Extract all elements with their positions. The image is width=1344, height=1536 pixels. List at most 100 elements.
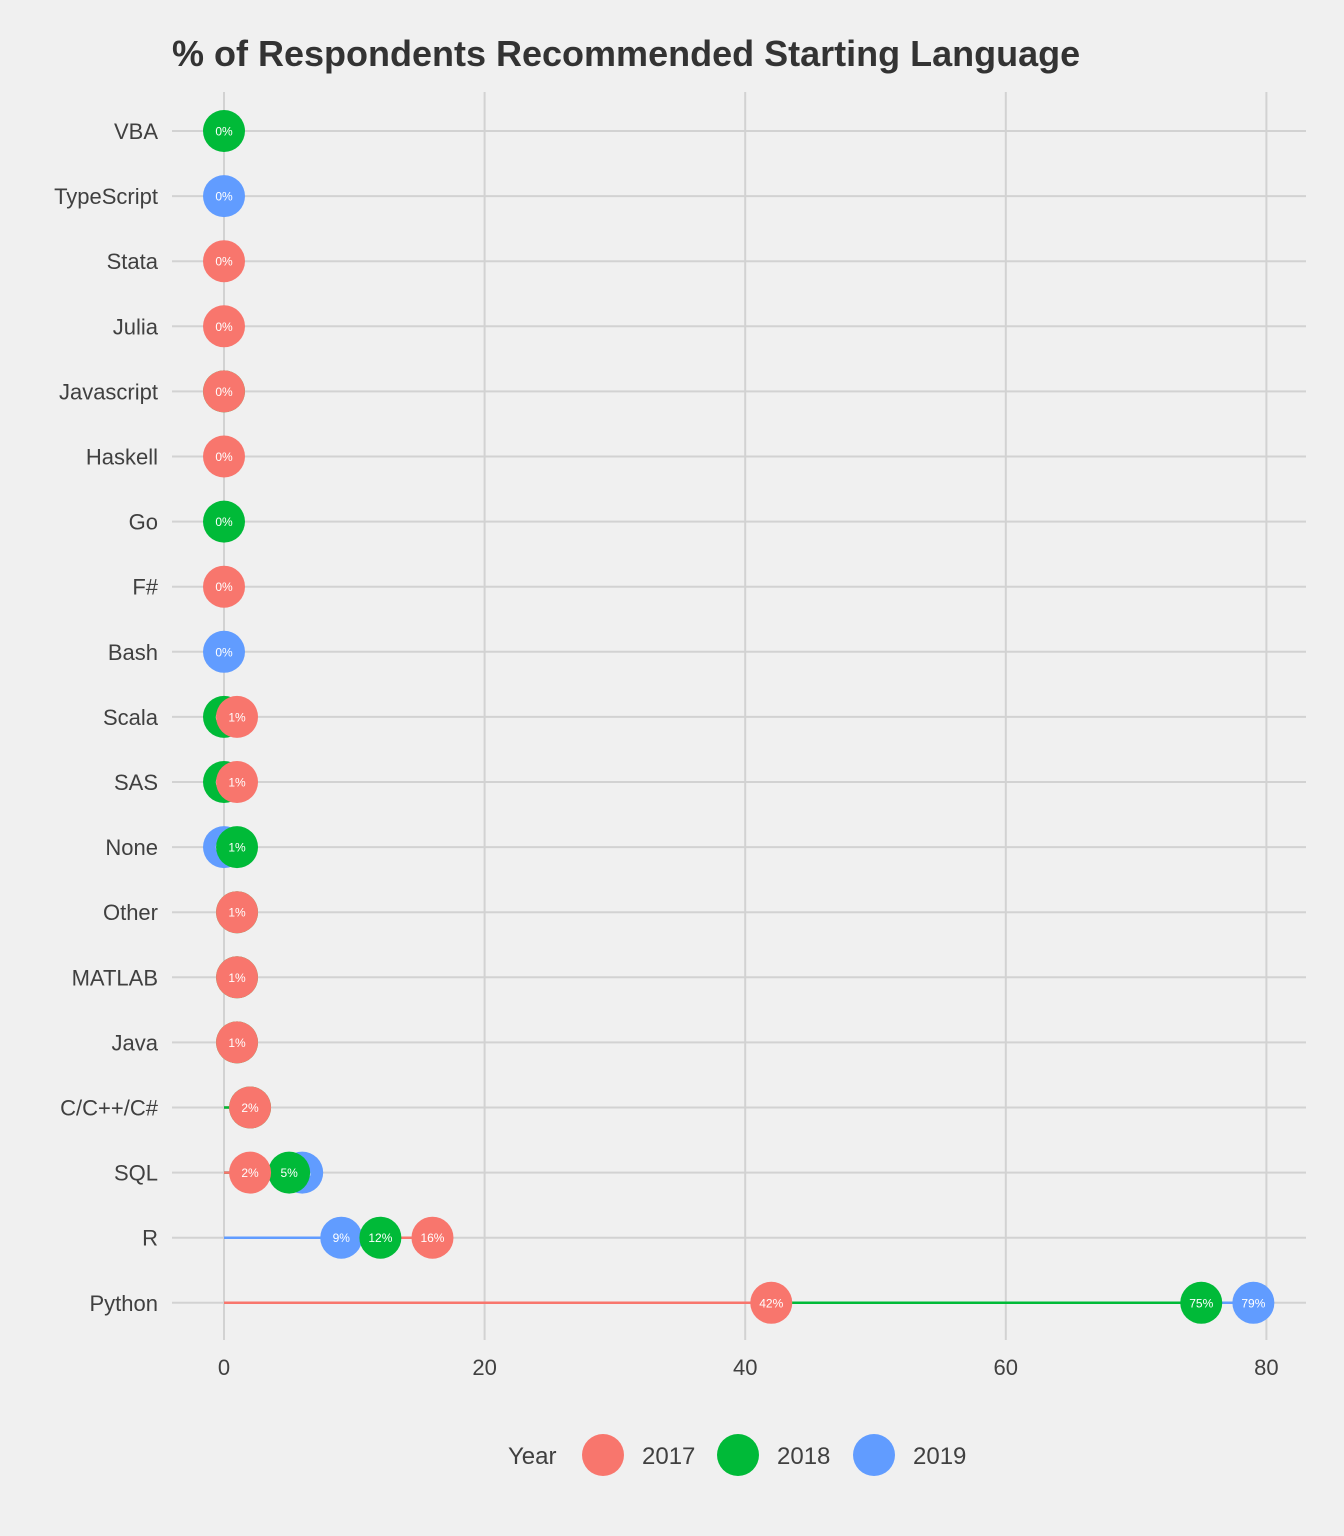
data-points: 0%0%0%0%0%0%0%0%0%0%0%1%0%1%0%1%1%1%1%1%… — [203, 110, 1275, 1324]
data-label: 1% — [228, 841, 246, 855]
y-tick-label: Other — [103, 900, 158, 925]
data-label: 0% — [215, 190, 233, 204]
data-label: 0% — [215, 580, 233, 594]
data-point-2017: 0% — [203, 370, 245, 413]
data-point-2017: 1% — [216, 761, 259, 803]
legend-swatch — [582, 1434, 624, 1476]
y-tick-label: None — [105, 835, 158, 860]
point-marker — [216, 891, 259, 934]
point-marker — [203, 175, 245, 218]
y-tick-label: TypeScript — [54, 184, 158, 209]
point-marker — [203, 500, 245, 543]
data-point-2018: 0% — [203, 500, 245, 543]
point-marker — [203, 370, 245, 413]
y-axis-tick-labels: VBA TypeScript Stata Julia Javascript Haskell… — [54, 119, 159, 1316]
y-tick-label: Haskell — [86, 445, 158, 470]
data-point-2017: 2% — [229, 1086, 272, 1129]
legend-label: 2017 — [642, 1443, 695, 1470]
data-label: 0% — [215, 645, 233, 659]
point-marker — [359, 1216, 402, 1259]
data-label: 16% — [420, 1231, 444, 1245]
data-point-2018: 12% — [359, 1216, 402, 1259]
point-marker — [320, 1216, 363, 1259]
y-tick-label: Go — [129, 510, 158, 535]
legend-item-2019: 2019 — [853, 1434, 966, 1476]
point-marker — [216, 695, 259, 738]
data-label: 12% — [368, 1231, 392, 1245]
data-label: 1% — [228, 710, 246, 724]
y-tick-label: F# — [132, 575, 158, 600]
data-point-2017: 0% — [203, 240, 245, 283]
data-point-2019: 79% — [1232, 1281, 1275, 1324]
point-marker — [203, 305, 245, 348]
x-tick-label: 80 — [1254, 1355, 1278, 1380]
x-tick-label: 20 — [472, 1355, 496, 1380]
data-label: 0% — [215, 515, 233, 529]
data-label: 2% — [241, 1166, 259, 1180]
y-tick-label: Stata — [107, 249, 159, 274]
y-tick-label: Java — [112, 1030, 159, 1055]
chart-title: % of Respondents Recommended Starting La… — [172, 33, 1080, 74]
point-marker — [203, 565, 245, 608]
data-point-2017: 16% — [411, 1216, 454, 1259]
grid — [172, 92, 1306, 1340]
data-point-2017: 1% — [216, 695, 259, 738]
data-label: 75% — [1189, 1296, 1213, 1310]
data-label: 9% — [333, 1231, 351, 1245]
legend-item-2017: 2017 — [582, 1434, 695, 1476]
point-marker — [750, 1281, 793, 1324]
data-point-2017: 1% — [216, 891, 259, 934]
y-tick-label: SAS — [114, 770, 158, 795]
legend-title: Year — [508, 1443, 557, 1470]
point-marker — [1180, 1281, 1223, 1324]
data-point-2018: 75% — [1180, 1281, 1223, 1324]
y-tick-label: SQL — [114, 1161, 158, 1186]
point-marker — [229, 1086, 272, 1129]
legend-swatch — [717, 1434, 759, 1476]
point-marker — [216, 826, 259, 869]
point-marker — [229, 1151, 272, 1194]
data-label: 1% — [228, 906, 246, 920]
data-label: 5% — [280, 1166, 298, 1180]
y-tick-label: R — [142, 1226, 158, 1251]
y-tick-label: C/C++/C# — [60, 1096, 159, 1121]
data-label: 0% — [215, 125, 233, 139]
legend: Year 2017 2018 2019 — [508, 1434, 966, 1476]
legend-label: 2018 — [777, 1443, 830, 1470]
legend-swatch — [853, 1434, 895, 1476]
data-point-2019: 0% — [203, 175, 245, 218]
data-point-2018: 1% — [216, 826, 259, 869]
connector-lines — [224, 715, 1254, 1305]
x-axis-tick-labels: 0 20 40 60 80 — [218, 1355, 1279, 1380]
data-label: 1% — [228, 971, 246, 985]
point-marker — [203, 630, 245, 673]
y-tick-label: Javascript — [59, 379, 158, 404]
data-point-2017: 1% — [216, 956, 259, 999]
legend-label: 2019 — [913, 1443, 966, 1470]
legend-item-2018: 2018 — [717, 1434, 830, 1476]
data-point-2018: 0% — [203, 110, 245, 152]
x-tick-label: 40 — [733, 1355, 757, 1380]
y-tick-label: Python — [90, 1291, 159, 1316]
point-marker — [1232, 1281, 1275, 1324]
data-point-2018: 5% — [268, 1151, 311, 1194]
point-marker — [268, 1151, 311, 1194]
data-label: 0% — [215, 320, 233, 334]
data-point-2017: 2% — [229, 1151, 272, 1194]
y-tick-label: Bash — [108, 640, 158, 665]
point-marker — [411, 1216, 454, 1259]
data-point-2019: 9% — [320, 1216, 363, 1259]
point-marker — [203, 110, 245, 152]
data-point-2017: 0% — [203, 565, 245, 608]
data-point-2019: 0% — [203, 630, 245, 673]
data-label: 2% — [241, 1101, 259, 1115]
data-point-2017: 1% — [216, 1021, 259, 1064]
data-label: 1% — [228, 776, 246, 790]
data-point-2017: 0% — [203, 435, 245, 478]
y-tick-label: VBA — [114, 119, 158, 144]
x-tick-label: 0 — [218, 1355, 230, 1380]
y-tick-label: Julia — [113, 314, 159, 339]
data-label: 0% — [215, 255, 233, 269]
point-marker — [203, 435, 245, 478]
